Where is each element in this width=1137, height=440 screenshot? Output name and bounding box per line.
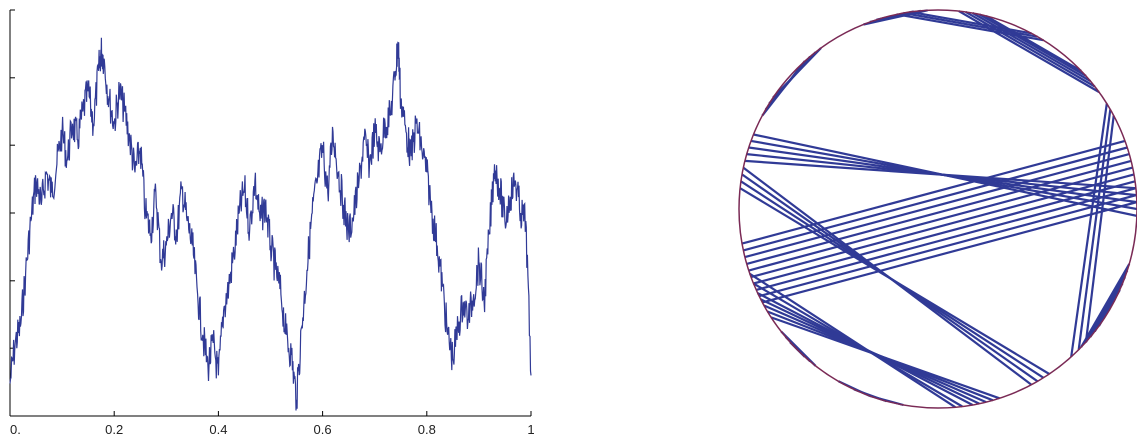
chord-circle <box>738 9 1137 409</box>
chord <box>1070 103 1108 358</box>
chord-diagram <box>738 9 1137 409</box>
x-ticks <box>9 411 532 416</box>
x-tick-label: 0.4 <box>209 422 227 437</box>
x-tick-label: 1 <box>527 422 534 437</box>
chord <box>762 201 1137 304</box>
chord <box>1084 269 1129 343</box>
chord <box>743 146 1128 252</box>
chord <box>903 11 1038 38</box>
chord <box>739 187 1050 375</box>
chord <box>965 10 1096 88</box>
chord <box>978 13 1087 77</box>
chord <box>972 12 1091 83</box>
chord <box>1084 115 1115 343</box>
chord <box>753 180 1136 285</box>
series-line <box>9 37 532 411</box>
x-tick-labels: 0. 0.2 0.4 0.6 0.8 1 <box>10 422 535 437</box>
chord <box>750 173 1135 279</box>
chord <box>1080 263 1131 348</box>
chord <box>1077 109 1112 350</box>
chord <box>746 159 1132 265</box>
chord <box>758 194 1137 298</box>
chord-group <box>739 9 1137 409</box>
chord <box>863 9 928 26</box>
x-tick-label: 0.6 <box>314 422 332 437</box>
chord <box>985 14 1082 72</box>
x-tick-label: 0.2 <box>105 422 123 437</box>
x-tick-label: 0.8 <box>418 422 436 437</box>
chord <box>780 330 817 367</box>
chord <box>896 13 1044 42</box>
chord <box>910 10 1032 35</box>
chord <box>755 187 1137 291</box>
line-chart: 0. 0.2 0.4 0.6 0.8 1 <box>9 9 535 437</box>
chord <box>748 166 1133 272</box>
x-tick-label: 0. <box>10 422 21 437</box>
chord <box>761 60 806 117</box>
chord <box>744 153 1130 259</box>
chord <box>770 316 1000 400</box>
y-ticks <box>10 9 15 417</box>
